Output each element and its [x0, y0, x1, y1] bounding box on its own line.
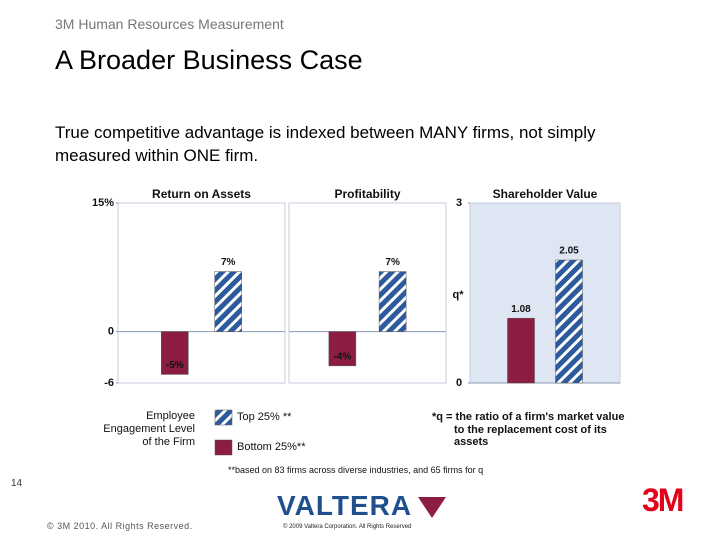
bar	[328, 331, 357, 367]
value-label: 7%	[385, 257, 400, 268]
y-axis-label: q*	[453, 289, 465, 301]
slide-subtitle: 3M Human Resources Measurement	[55, 16, 284, 32]
value-label: 2.05	[559, 246, 579, 257]
legend-swatch	[214, 409, 233, 426]
plot-panel	[469, 202, 621, 384]
value-label: 1.08	[511, 304, 531, 315]
brand-logo: 3M	[642, 482, 684, 518]
chart-title: Return on Assets	[152, 187, 251, 201]
plot-panel	[117, 202, 286, 384]
chart-title: Shareholder Value	[493, 187, 598, 201]
legend-label: Top 25% **	[237, 411, 292, 423]
bar	[555, 259, 583, 384]
y-tick-label: -6	[104, 377, 114, 389]
q-note: *q = the ratio of a firm's market value …	[432, 411, 625, 448]
chart-title: Profitability	[334, 187, 400, 201]
y-tick-label: 3	[456, 197, 462, 209]
bar	[507, 317, 535, 384]
value-label: -4%	[333, 351, 351, 362]
plot-panel	[288, 202, 447, 384]
bar	[378, 271, 407, 332]
value-label: -5%	[166, 360, 184, 371]
value-label: 7%	[221, 257, 236, 268]
legend-title: Employee Engagement Level of the Firm	[103, 410, 195, 448]
legend-swatch	[214, 439, 233, 456]
y-tick-label: 0	[108, 325, 114, 337]
page-number: 14	[11, 478, 23, 489]
copyright: © 3M 2010. All Rights Reserved.	[47, 521, 193, 531]
legend-label: Bottom 25%**	[237, 441, 306, 453]
footnote: **based on 83 firms across diverse indus…	[228, 465, 484, 475]
y-tick-label: 15%	[92, 197, 114, 209]
slide-title: A Broader Business Case	[55, 45, 363, 75]
valtera-copyright: © 2009 Valtera Corporation. All Rights R…	[283, 524, 412, 530]
y-tick-label: 0	[456, 377, 462, 389]
valtera-mark	[418, 497, 446, 518]
valtera-logo: VALTERA	[277, 490, 413, 521]
bar	[214, 271, 242, 332]
slide-text: True competitive advantage is indexed be…	[55, 123, 596, 165]
bar	[161, 331, 189, 375]
